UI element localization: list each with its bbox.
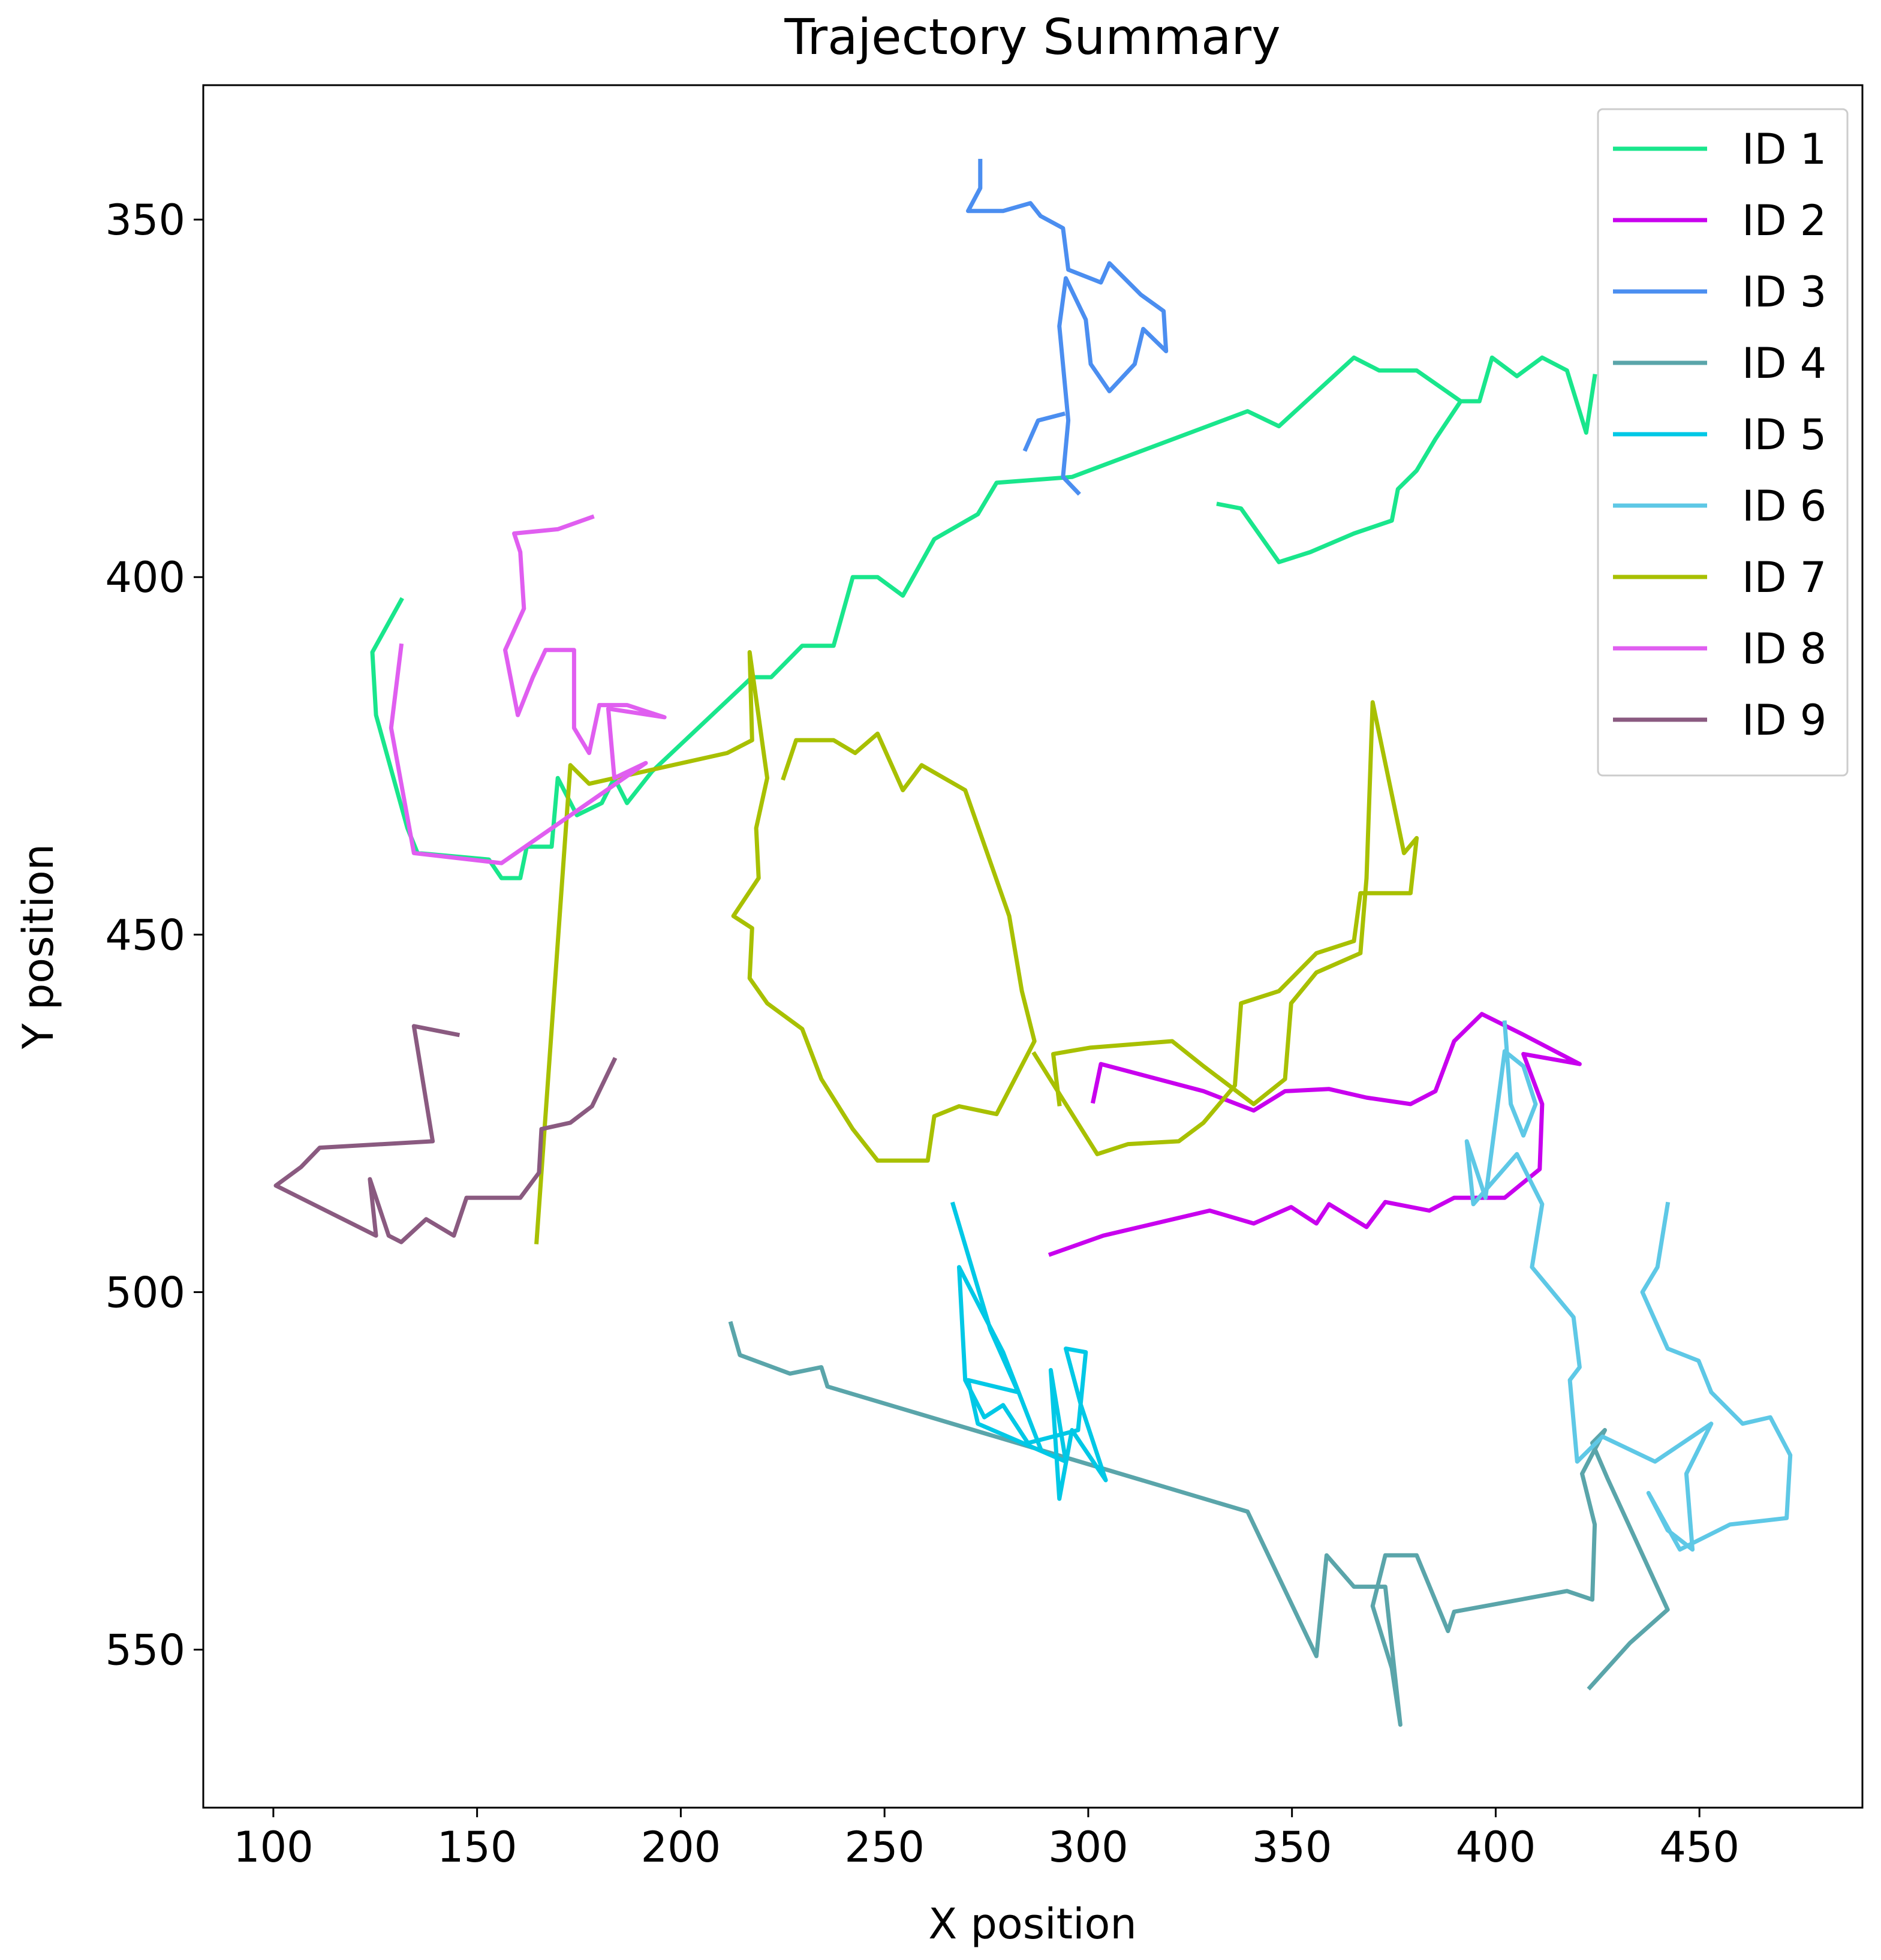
legend: ID 1 ID 2 ID 3 ID 4 ID 5 ID 6 ID 7 ID 8 ID 9	[1597, 108, 1849, 777]
x-tick-label: 450	[1659, 1823, 1739, 1872]
y-tick-label: 550	[105, 1626, 185, 1675]
trajectory-line	[370, 355, 1597, 880]
x-tick-label: 200	[641, 1823, 721, 1872]
x-axis-label: X position	[928, 1899, 1136, 1949]
legend-label: ID 3	[1742, 267, 1826, 317]
legend-label: ID 4	[1742, 339, 1826, 388]
y-tick-label: 450	[105, 910, 185, 960]
x-tick-label: 250	[844, 1823, 925, 1872]
x-tick-label: 100	[233, 1823, 314, 1872]
legend-label: ID 2	[1742, 196, 1826, 245]
legend-label: ID 7	[1742, 553, 1826, 602]
plot-frame	[202, 84, 1864, 1809]
x-tick-label: 150	[437, 1823, 517, 1872]
trajectory-line	[1048, 1012, 1582, 1257]
trajectory-line	[950, 1201, 1108, 1501]
x-tick-label: 300	[1048, 1823, 1128, 1872]
x-tick-label: 350	[1252, 1823, 1332, 1872]
x-tick-label: 400	[1456, 1823, 1536, 1872]
trajectory-line	[273, 1024, 618, 1244]
trajectory-line	[728, 1321, 1670, 1727]
legend-label: ID 8	[1742, 624, 1826, 674]
y-axis-label: Y position	[14, 844, 63, 1050]
legend-label: ID 9	[1742, 696, 1826, 745]
legend-label: ID 1	[1742, 125, 1826, 174]
y-tick-label: 500	[105, 1268, 185, 1317]
legend-label: ID 5	[1742, 410, 1826, 459]
trajectory-line	[1464, 1020, 1793, 1552]
y-tick-label: 400	[105, 553, 185, 602]
trajectory-line	[966, 158, 1169, 496]
legend-box	[1597, 108, 1849, 777]
legend-label: ID 6	[1742, 482, 1826, 531]
y-tick-label: 350	[105, 196, 185, 245]
chart-title: Trajectory Summary	[784, 9, 1280, 66]
trajectory-line	[389, 514, 667, 865]
trajectory-line	[534, 650, 1419, 1244]
